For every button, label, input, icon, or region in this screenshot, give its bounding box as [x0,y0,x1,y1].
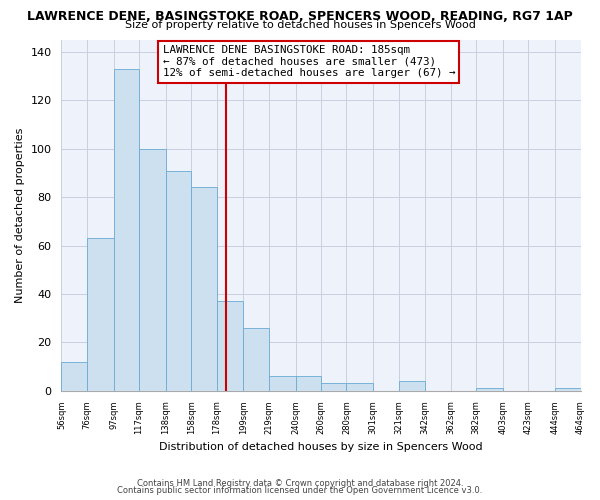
Text: Contains HM Land Registry data © Crown copyright and database right 2024.: Contains HM Land Registry data © Crown c… [137,478,463,488]
Bar [398,381,425,390]
Text: LAWRENCE DENE BASINGSTOKE ROAD: 185sqm
← 87% of detached houses are smaller (473: LAWRENCE DENE BASINGSTOKE ROAD: 185sqm ←… [163,46,455,78]
Bar [321,384,346,390]
Text: LAWRENCE DENE, BASINGSTOKE ROAD, SPENCERS WOOD, READING, RG7 1AP: LAWRENCE DENE, BASINGSTOKE ROAD, SPENCER… [27,10,573,23]
Bar [296,376,321,390]
Bar [87,238,113,390]
Bar [139,149,166,390]
Text: Contains public sector information licensed under the Open Government Licence v3: Contains public sector information licen… [118,486,482,495]
Y-axis label: Number of detached properties: Number of detached properties [15,128,25,303]
Bar [346,384,373,390]
Bar [61,362,87,390]
Bar [476,388,503,390]
Bar [191,188,217,390]
Bar [244,328,269,390]
Bar [113,69,139,390]
Text: Size of property relative to detached houses in Spencers Wood: Size of property relative to detached ho… [125,20,475,30]
Bar [217,301,244,390]
Bar [166,170,191,390]
X-axis label: Distribution of detached houses by size in Spencers Wood: Distribution of detached houses by size … [159,442,483,452]
Bar [555,388,581,390]
Bar [269,376,296,390]
